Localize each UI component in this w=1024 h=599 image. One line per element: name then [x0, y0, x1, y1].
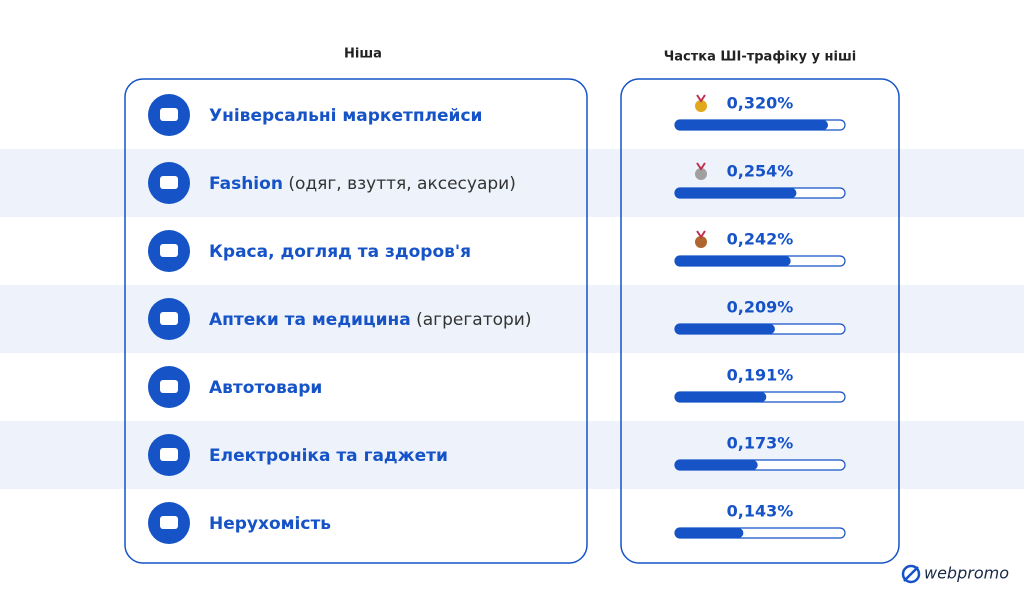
niche-icon-glyph	[160, 108, 178, 121]
niche-label: Аптеки та медицина (агрегатори)	[209, 310, 531, 330]
value-label: 0,143%	[727, 502, 794, 521]
medal	[695, 168, 707, 180]
value-label: 0,242%	[727, 230, 794, 249]
niche-icon-glyph	[160, 176, 178, 189]
medal-ribbon	[696, 230, 706, 239]
column-header: Частка ШІ-трафіку у ніші	[664, 50, 856, 65]
logo-text: webpromo	[924, 564, 1009, 583]
bar	[675, 392, 767, 402]
bar	[675, 324, 775, 334]
niche-icon-glyph	[160, 312, 178, 325]
medal	[695, 236, 707, 248]
medal-ribbon	[696, 162, 706, 171]
bar	[675, 528, 744, 538]
niche-name: Електроніка та гаджети	[209, 446, 448, 466]
value-label: 0,173%	[727, 434, 794, 453]
niche-name: Нерухомість	[209, 514, 331, 534]
niche-icon-glyph	[160, 448, 178, 461]
niche-name: Аптеки та медицина	[209, 310, 411, 330]
niche-note: (одяг, взуття, аксесуари)	[288, 174, 516, 194]
column-header: Ніша	[344, 47, 382, 62]
medal-ribbon	[696, 94, 706, 103]
niche-icon-glyph	[160, 380, 178, 393]
bar	[675, 460, 758, 470]
niche-icon-glyph	[160, 516, 178, 529]
value-label: 0,320%	[727, 94, 794, 113]
niche-label: Нерухомість	[209, 514, 331, 534]
niche-name: Fashion	[209, 174, 283, 194]
value-label: 0,254%	[727, 162, 794, 181]
bar	[675, 188, 797, 198]
niche-label: Краса, догляд та здоров'я	[209, 242, 471, 262]
logo: webpromo	[901, 564, 1009, 584]
niche-label: Універсальні маркетплейси	[209, 106, 482, 126]
logo-icon	[901, 564, 921, 584]
niche-label: Fashion (одяг, взуття, аксесуари)	[209, 174, 516, 194]
value-label: 0,209%	[727, 298, 794, 317]
niche-note: (агрегатори)	[416, 310, 531, 330]
value-label: 0,191%	[727, 366, 794, 385]
niche-name: Автотовари	[209, 378, 322, 398]
niche-icon-glyph	[160, 244, 178, 257]
niche-name: Краса, догляд та здоров'я	[209, 242, 471, 262]
niche-label: Електроніка та гаджети	[209, 446, 448, 466]
niche-frame	[124, 78, 588, 564]
bar	[675, 120, 828, 130]
niche-name: Універсальні маркетплейси	[209, 106, 482, 126]
logo-icon	[903, 566, 919, 582]
medal	[695, 100, 707, 112]
bar	[675, 256, 791, 266]
niche-label: Автотовари	[209, 378, 322, 398]
value-frame	[620, 78, 900, 564]
